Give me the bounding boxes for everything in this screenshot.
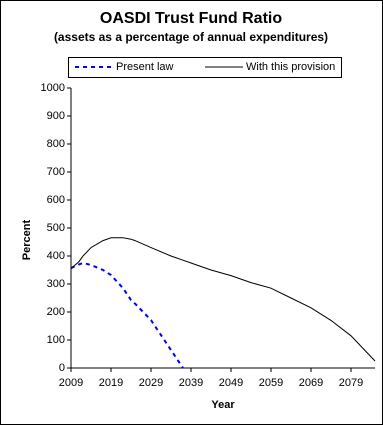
legend-label: With this provision bbox=[246, 61, 335, 73]
y-tick-label: 700 bbox=[47, 166, 65, 178]
y-tick-label: 900 bbox=[47, 110, 65, 122]
x-tick-label: 2059 bbox=[259, 377, 283, 389]
y-tick-label: 1000 bbox=[41, 82, 65, 94]
y-tick-label: 600 bbox=[47, 194, 65, 206]
x-tick-label: 2019 bbox=[99, 377, 123, 389]
x-axis-label: Year bbox=[211, 399, 235, 411]
legend-label: Present law bbox=[116, 61, 174, 73]
x-tick-label: 2069 bbox=[299, 377, 323, 389]
y-tick-label: 500 bbox=[47, 222, 65, 234]
y-tick-label: 0 bbox=[59, 362, 65, 374]
series-line bbox=[70, 237, 376, 362]
x-tick-label: 2039 bbox=[179, 377, 203, 389]
chart-subtitle: (assets as a percentage of annual expend… bbox=[54, 30, 328, 44]
y-axis-label: Percent bbox=[21, 219, 33, 260]
y-tick-label: 100 bbox=[47, 334, 65, 346]
y-tick-label: 800 bbox=[47, 138, 65, 150]
x-tick-label: 2079 bbox=[339, 377, 363, 389]
y-tick-label: 200 bbox=[47, 306, 65, 318]
x-tick-label: 2009 bbox=[59, 377, 83, 389]
y-tick-label: 300 bbox=[47, 278, 65, 290]
y-tick-label: 400 bbox=[47, 250, 65, 262]
x-tick-label: 2049 bbox=[219, 377, 243, 389]
chart-title: OASDI Trust Fund Ratio bbox=[100, 10, 282, 27]
x-tick-label: 2029 bbox=[139, 377, 163, 389]
